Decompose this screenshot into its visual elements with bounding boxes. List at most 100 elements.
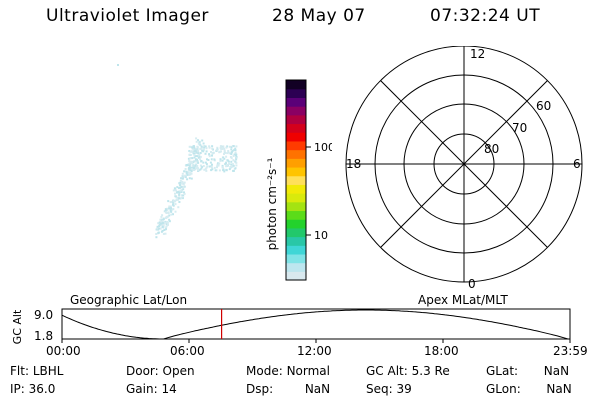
aurora-pixel (194, 151, 197, 154)
aurora-pixel (224, 162, 227, 165)
aurora-pixel (175, 189, 178, 192)
aurora-pixel (197, 152, 200, 155)
aurora-pixel (168, 218, 171, 221)
status-seq-label: Seq: (366, 382, 393, 396)
colorbar-tick-100: 100 (314, 141, 332, 154)
colorbar: 100 10 photon cm⁻²s⁻¹ (265, 79, 332, 281)
aurora-pixel (168, 214, 171, 217)
aurora-pixel (190, 167, 193, 170)
aurora-pixel (169, 201, 172, 204)
aurora-pixel (196, 160, 199, 163)
aurora-pixel (189, 173, 192, 176)
colorbar-cell (286, 201, 306, 212)
aurora-pixel (117, 64, 119, 66)
aurora-pixel (187, 171, 190, 174)
aurora-pixel (227, 160, 230, 163)
aurora-pixel (198, 155, 200, 157)
colorbar-cell (286, 158, 306, 168)
aurora-pixel (178, 193, 181, 196)
aurora-pixel (216, 146, 219, 149)
aurora-pixel (178, 201, 181, 203)
aurora-pixel (223, 149, 226, 152)
aurora-pixel (231, 163, 234, 166)
aurora-pixel (213, 166, 216, 169)
aurora-pixel (227, 151, 230, 154)
aurora-pixel (234, 167, 237, 170)
aurora-pixel (190, 150, 193, 153)
aurora-pixel (197, 167, 199, 170)
aurora-pixel (219, 147, 222, 150)
aurora-pixel (165, 211, 167, 214)
aurora-pixel (189, 145, 192, 148)
colorbar-cell (286, 97, 306, 107)
status-dsp-value: NaN (304, 382, 331, 396)
aurora-pixel (221, 148, 224, 150)
aurora-pixel (228, 162, 231, 165)
aurora-pixel (230, 148, 233, 151)
status-glat-value: NaN (543, 364, 570, 378)
aurora-pixel (192, 145, 195, 148)
aurora-pixel (157, 222, 160, 225)
aurora-pixel (175, 195, 177, 198)
aurora-pixel (166, 221, 168, 223)
orbit-panel: GC Alt 9.0 1.8 (11, 308, 571, 344)
aurora-pixel (188, 164, 191, 167)
aurora-pixel (182, 188, 185, 191)
aurora-pixel (211, 152, 214, 155)
aurora-pixel (192, 169, 195, 171)
aurora-pixel (222, 145, 225, 148)
colorbar-cell (286, 210, 306, 220)
aurora-pixel (177, 206, 180, 209)
aurora-pixel (165, 217, 168, 219)
aurora-pixel (206, 165, 209, 168)
colorbar-cell (286, 106, 306, 116)
aurora-pixel (183, 170, 186, 173)
aurora-pixel (193, 167, 195, 169)
status-gain-label: Gain: (126, 382, 158, 396)
aurora-pixel (166, 222, 169, 225)
aurora-pixel (161, 226, 164, 228)
aurora-pixel (217, 164, 220, 167)
aurora-pixel (204, 152, 207, 155)
aurora-pixel (204, 161, 207, 164)
aurora-pixel (232, 164, 235, 167)
aurora-pixel (223, 170, 226, 173)
aurora-pixel (175, 199, 178, 201)
aurora-pixel (187, 167, 190, 170)
aurora-pixel (192, 161, 195, 164)
aurora-pixel (188, 173, 191, 176)
aurora-pixel (191, 162, 194, 165)
aurora-pixel (226, 159, 229, 162)
aurora-pixel (199, 147, 202, 150)
aurora-pixel (203, 146, 206, 149)
aurora-pixel (170, 213, 173, 216)
colorbar-cell (286, 236, 306, 246)
aurora-pixel (161, 222, 164, 224)
status-gain-value: 14 (161, 382, 177, 396)
aurora-pixel (191, 165, 194, 167)
aurora-pixel (179, 184, 182, 187)
status-mode-value: Normal (286, 364, 330, 378)
aurora-pixel (197, 139, 199, 142)
aurora-pixel (169, 210, 172, 213)
colorbar-cells (286, 80, 306, 281)
aurora-pixel (211, 163, 213, 166)
aurora-pixel (182, 183, 185, 186)
aurora-pixel (228, 168, 231, 171)
aurora-pixel (180, 194, 183, 197)
aurora-pixel (199, 158, 202, 161)
aurora-pixel (202, 148, 205, 151)
aurora-pixel (200, 147, 203, 150)
aurora-pixel (160, 215, 163, 218)
aurora-pixel (165, 225, 168, 228)
status-flt-label: Flt: (10, 364, 29, 378)
aurora-pixel (231, 150, 234, 153)
aurora-pixel (179, 179, 182, 182)
aurora-pixel (178, 197, 181, 200)
aurora-pixel (161, 214, 164, 217)
aurora-pixel (217, 162, 220, 165)
aurora-pixel (235, 164, 238, 167)
aurora-pixel (235, 153, 238, 156)
aurora-pixel (234, 151, 237, 154)
aurora-pixel (189, 157, 192, 160)
